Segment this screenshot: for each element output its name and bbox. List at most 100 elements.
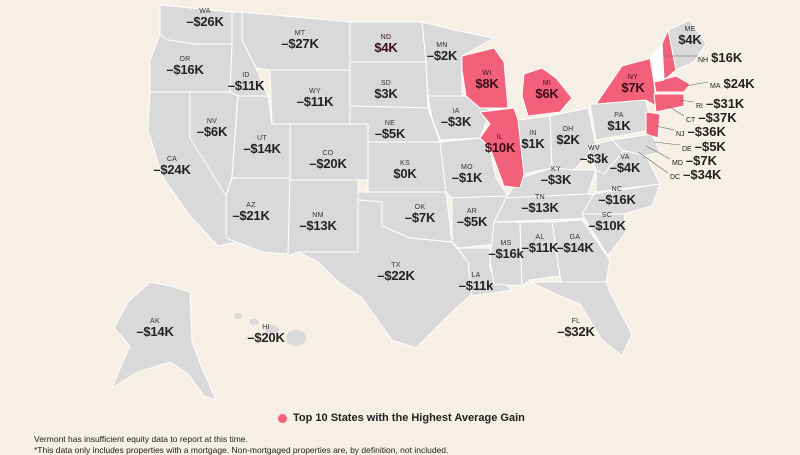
state-label-ma: MA $24K bbox=[710, 76, 755, 92]
state-abbr: ND bbox=[380, 34, 392, 41]
state-abbr: WY bbox=[309, 88, 321, 95]
state-abbr: VA bbox=[620, 154, 630, 161]
state-abbr: NE bbox=[384, 120, 396, 127]
state-label-mo: MO –$1K bbox=[452, 164, 482, 184]
state-abbr: CT bbox=[686, 117, 696, 124]
state-label-ne: NE –$5K bbox=[375, 120, 405, 140]
state-MN bbox=[421, 21, 495, 97]
state-label-tx: TX –$22K bbox=[377, 262, 415, 283]
state-abbr: NM bbox=[312, 212, 324, 219]
state-abbr: KS bbox=[400, 160, 410, 167]
state-label-ut: UT –$14K bbox=[243, 135, 281, 156]
state-abbr: CA bbox=[166, 156, 178, 163]
state-label-wa: WA –$26K bbox=[186, 8, 224, 28]
state-label-ms: MS –$16k bbox=[488, 240, 523, 260]
state-value: –$21K bbox=[232, 208, 270, 223]
state-abbr: CO bbox=[322, 150, 334, 157]
state-abbr: ME bbox=[684, 26, 696, 33]
state-label-md: MD –$7K bbox=[672, 153, 717, 169]
state-abbr: NY bbox=[627, 74, 639, 81]
state-value: –$11K bbox=[296, 94, 334, 109]
state-abbr: MS bbox=[500, 240, 512, 247]
state-abbr: IA bbox=[452, 108, 460, 115]
state-value: –$27K bbox=[281, 36, 319, 51]
state-label-ar: AR –$5K bbox=[457, 208, 487, 228]
state-label-wv: WV –$3k bbox=[580, 145, 608, 165]
state-abbr: HI bbox=[262, 324, 270, 331]
state-value: –$31K bbox=[706, 96, 745, 111]
state-value: $16K bbox=[711, 50, 743, 65]
state-label-ia: IA –$3K bbox=[441, 108, 471, 128]
state-value: $7K bbox=[621, 80, 645, 95]
state-label-ak: AK –$14K bbox=[136, 318, 174, 338]
state-value: –$5K bbox=[694, 139, 726, 154]
state-label-az: AZ –$21K bbox=[232, 202, 270, 223]
state-label-sc: SC –$10K bbox=[588, 212, 626, 232]
state-abbr: OR bbox=[179, 56, 191, 63]
state-label-al: AL –$11K bbox=[522, 234, 559, 254]
state-label-wy: WY –$11K bbox=[297, 88, 334, 108]
state-abbr: WV bbox=[588, 145, 600, 152]
state-abbr: GA bbox=[569, 234, 581, 241]
vermont-note: Vermont has insufficient equity data to … bbox=[34, 434, 248, 444]
state-label-nd: ND $4K bbox=[374, 34, 397, 54]
state-abbr: IL bbox=[496, 134, 504, 141]
leader-DC bbox=[637, 151, 669, 174]
state-label-nv: NV –$6K bbox=[197, 118, 227, 138]
state-label-va: VA –$4K bbox=[610, 154, 640, 174]
leader-NJ bbox=[655, 125, 675, 131]
state-value: –$22K bbox=[377, 268, 415, 283]
state-label-ny: NY $7K bbox=[621, 74, 644, 94]
state-value: $10K bbox=[484, 140, 516, 155]
state-value: –$3K bbox=[440, 114, 472, 129]
state-abbr: MI bbox=[542, 80, 552, 87]
state-label-ks: KS $0K bbox=[393, 160, 416, 180]
alaska bbox=[110, 281, 217, 401]
state-value: $4K bbox=[374, 40, 398, 55]
leader-CT bbox=[667, 105, 685, 117]
state-value: –$6K bbox=[196, 124, 228, 139]
state-value: $6K bbox=[535, 86, 559, 101]
state-FL bbox=[529, 281, 633, 357]
state-label-la: LA –$11k bbox=[459, 272, 494, 292]
state-OH bbox=[549, 107, 597, 171]
state-AL bbox=[519, 221, 561, 287]
state-abbr: MD bbox=[672, 160, 683, 167]
state-abbr: MO bbox=[461, 164, 473, 171]
state-abbr: WA bbox=[199, 8, 211, 15]
state-abbr: OH bbox=[562, 126, 574, 133]
state-abbr: TN bbox=[535, 194, 545, 201]
state-label-de: DE –$5K bbox=[682, 139, 726, 155]
state-abbr: KY bbox=[551, 166, 561, 173]
state-abbr: NJ bbox=[676, 131, 685, 138]
state-abbr: AZ bbox=[246, 202, 256, 209]
state-label-hi: HI –$20K bbox=[247, 324, 285, 344]
state-abbr: NH bbox=[698, 57, 709, 64]
state-label-ca: CA –$24K bbox=[153, 156, 191, 176]
state-abbr: FL bbox=[571, 318, 581, 325]
state-WV bbox=[587, 139, 625, 175]
legend: Top 10 States with the Highest Average G… bbox=[278, 412, 525, 424]
state-abbr: MN bbox=[436, 42, 448, 49]
state-value: –$13K bbox=[299, 218, 337, 233]
state-value: –$34K bbox=[683, 167, 722, 182]
state-value: –$11K bbox=[521, 240, 559, 255]
state-value: –$32K bbox=[557, 324, 595, 339]
state-label-nm: NM –$13K bbox=[299, 212, 337, 233]
state-value: –$14K bbox=[243, 141, 281, 156]
state-value: –$16K bbox=[166, 62, 204, 77]
state-value: –$20K bbox=[309, 156, 347, 171]
state-value: $8K bbox=[475, 76, 499, 91]
state-label-mi: MI $6K bbox=[535, 80, 558, 100]
state-abbr: SD bbox=[380, 80, 392, 87]
state-value: –$37K bbox=[698, 110, 737, 125]
state-value: –$14K bbox=[556, 240, 594, 255]
state-abbr: RI bbox=[696, 103, 703, 110]
state-label-pa: PA $1K bbox=[607, 112, 630, 132]
contiguous-us bbox=[147, 4, 707, 357]
state-label-fl: FL –$32K bbox=[557, 318, 595, 339]
state-value: –$3K bbox=[540, 172, 572, 187]
state-label-sd: SD $3K bbox=[374, 80, 397, 100]
state-HI-island-4 bbox=[234, 313, 242, 319]
